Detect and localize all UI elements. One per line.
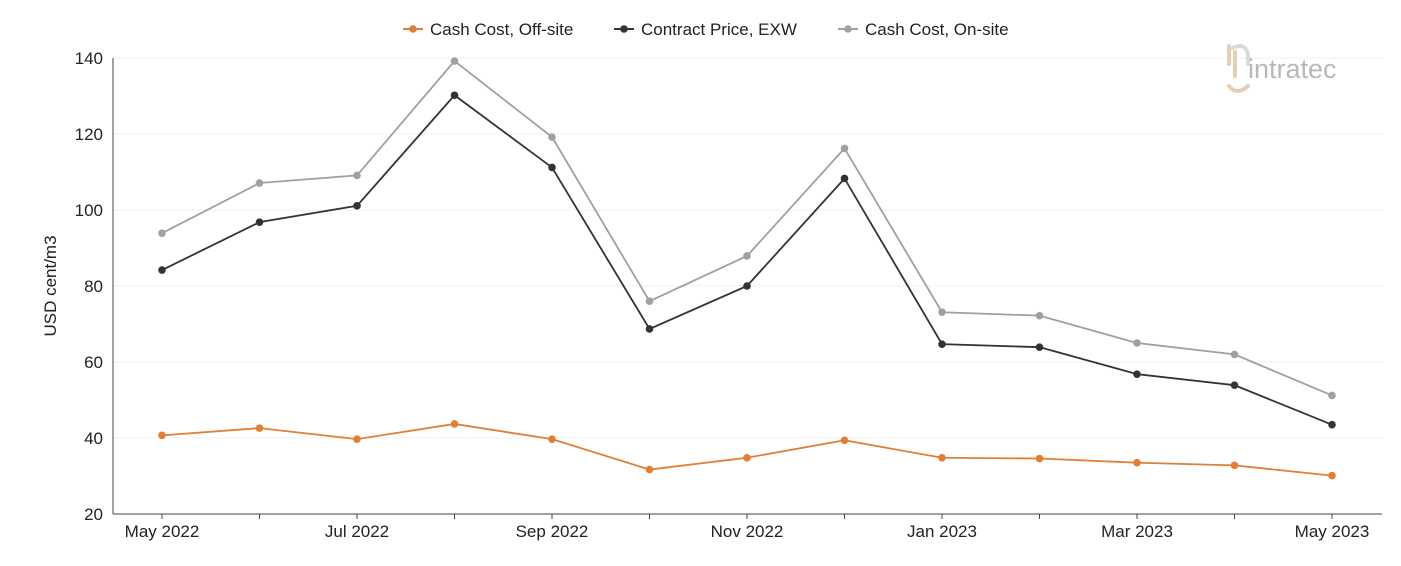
data-point[interactable]: [548, 163, 556, 172]
data-point[interactable]: [840, 436, 849, 445]
data-point[interactable]: [353, 202, 361, 210]
data-point[interactable]: [1328, 391, 1336, 400]
legend-marker: [844, 25, 852, 33]
legend-item[interactable]: Cash Cost, Off-site: [403, 20, 573, 39]
data-point[interactable]: [645, 297, 654, 306]
intratec-logo-icon: [1227, 44, 1251, 93]
data-point[interactable]: [840, 144, 849, 153]
data-point[interactable]: [1035, 311, 1044, 320]
data-point[interactable]: [1230, 461, 1239, 470]
data-point[interactable]: [938, 453, 946, 462]
data-point[interactable]: [255, 218, 264, 226]
data-point[interactable]: [158, 229, 166, 237]
series-2: [158, 57, 1336, 400]
data-point[interactable]: [255, 179, 264, 187]
x-tick-label: May 2023: [1295, 522, 1370, 541]
y-tick-label: 80: [84, 277, 103, 296]
series-line: [161, 423, 1333, 477]
data-point[interactable]: [1133, 339, 1141, 347]
x-tick-label: Mar 2023: [1101, 522, 1173, 541]
legend-label: Contract Price, EXW: [641, 20, 797, 39]
y-tick-label: 60: [84, 353, 103, 372]
data-point[interactable]: [1133, 458, 1141, 467]
legend-item[interactable]: Cash Cost, On-site: [838, 20, 1009, 39]
legend-label: Cash Cost, Off-site: [430, 20, 573, 39]
data-point[interactable]: [938, 340, 946, 348]
x-tick-label: Nov 2022: [711, 522, 784, 541]
data-point[interactable]: [743, 453, 751, 462]
data-point[interactable]: [1230, 350, 1239, 359]
series-1: [158, 91, 1336, 429]
data-point[interactable]: [450, 91, 459, 100]
data-point[interactable]: [743, 252, 751, 260]
data-point[interactable]: [1035, 454, 1044, 463]
data-point[interactable]: [158, 266, 166, 274]
data-point[interactable]: [450, 420, 459, 428]
data-point[interactable]: [938, 308, 946, 317]
y-tick-label: 40: [84, 429, 103, 448]
data-point[interactable]: [450, 57, 459, 65]
y-axis-title: USD cent/m3: [41, 235, 60, 336]
y-tick-label: 100: [75, 201, 103, 220]
x-tick-label: May 2022: [125, 522, 200, 541]
series-line: [161, 59, 1333, 397]
legend[interactable]: Cash Cost, Off-site Contract Price, EXW Ca…: [403, 20, 1009, 39]
data-point[interactable]: [353, 171, 361, 180]
legend-label: Cash Cost, On-site: [865, 20, 1009, 39]
data-point[interactable]: [1133, 370, 1141, 378]
data-point[interactable]: [1328, 420, 1336, 429]
series-0: [158, 420, 1336, 480]
legend-marker: [409, 25, 417, 33]
legend-item[interactable]: Contract Price, EXW: [614, 20, 797, 39]
y-tick-label: 120: [75, 125, 103, 144]
data-point[interactable]: [1035, 343, 1044, 351]
data-point[interactable]: [255, 424, 264, 432]
data-point[interactable]: [353, 435, 361, 443]
data-point[interactable]: [1230, 381, 1239, 389]
x-tick-label: Jan 2023: [907, 522, 977, 541]
series-line: [161, 94, 1333, 426]
data-point[interactable]: [548, 133, 556, 141]
data-point[interactable]: [645, 465, 654, 474]
y-tick-label: 20: [84, 505, 103, 524]
x-tick-label: Sep 2022: [516, 522, 589, 541]
data-point[interactable]: [840, 174, 849, 183]
data-point[interactable]: [548, 435, 556, 443]
data-point[interactable]: [158, 431, 166, 440]
legend-marker: [620, 25, 628, 33]
data-point[interactable]: [743, 282, 751, 290]
axes: 20 40 60 80 100 120 140 May 2022 Jul 2022 Sep 202…: [41, 49, 1382, 541]
logo-text: intratec: [1248, 54, 1337, 84]
data-point[interactable]: [645, 325, 654, 333]
x-tick-label: Jul 2022: [325, 522, 389, 541]
logo: intratec: [1227, 44, 1337, 93]
data-point[interactable]: [1328, 471, 1336, 480]
series-lines: [158, 57, 1336, 480]
y-tick-label: 140: [75, 49, 103, 68]
